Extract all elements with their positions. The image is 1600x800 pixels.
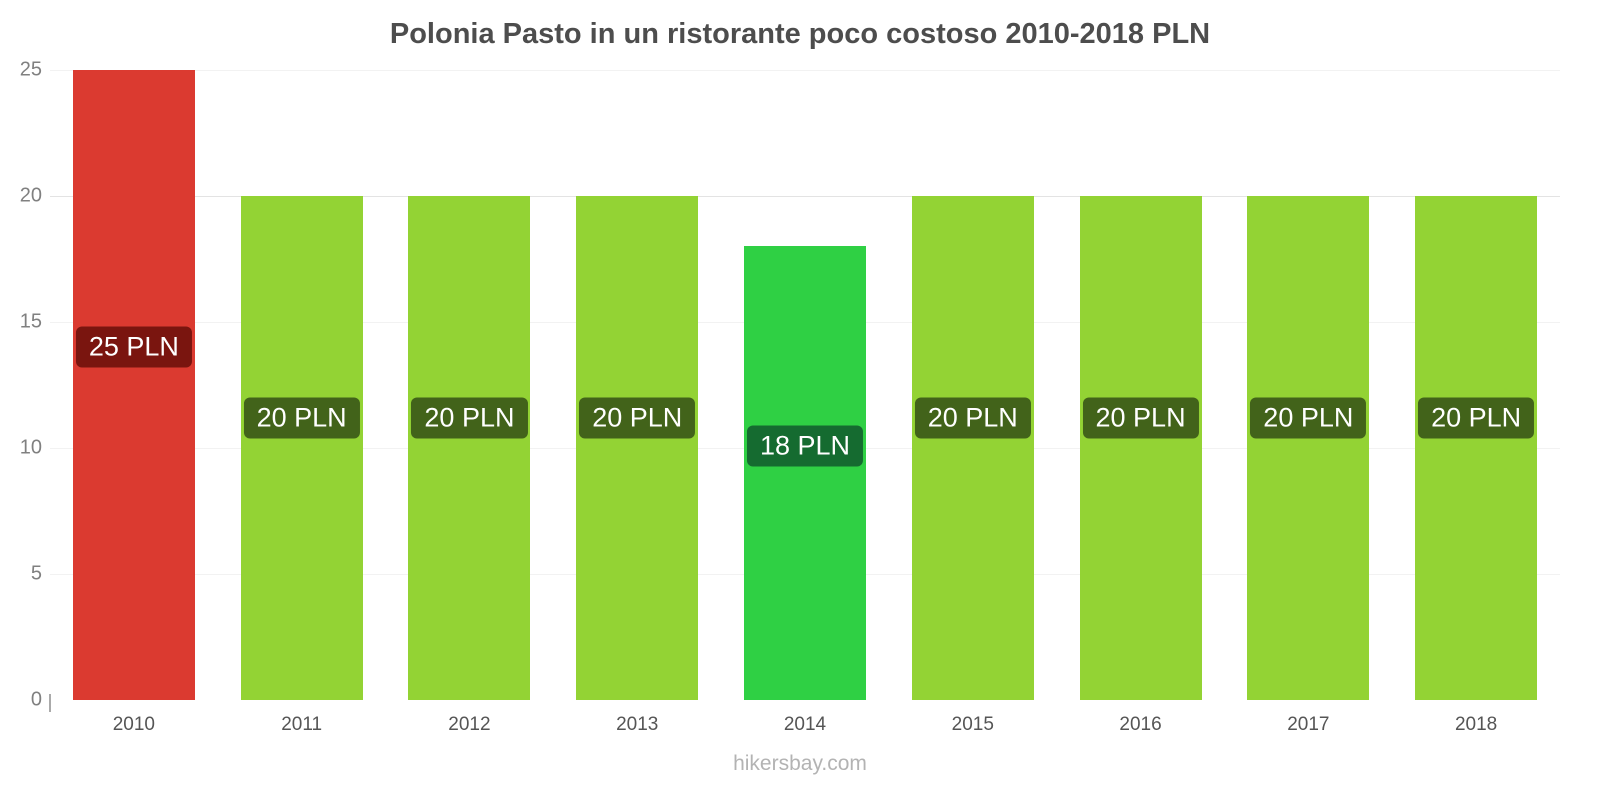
x-tick-label-2011: 2011 xyxy=(281,714,323,735)
bar-2014 xyxy=(744,246,866,700)
y-tick-label-10: 10 xyxy=(19,436,42,459)
bar-value-label-2014: 18 PLN xyxy=(746,425,864,467)
x-tick-label-2018: 2018 xyxy=(1454,714,1498,735)
plot-area: 25 PLN 20 PLN 20 PLN 20 PLN 18 PLN 20 PLN 20 P… xyxy=(50,70,1560,700)
footer-watermark: hikersbay.com xyxy=(733,752,867,775)
gridline-25 xyxy=(50,70,1560,71)
y-tick-label-25: 25 xyxy=(19,58,42,81)
bar-value-label-2012: 20 PLN xyxy=(411,397,528,439)
bar-value-label-2016: 20 PLN xyxy=(1082,397,1199,439)
y-tick-label-5: 5 xyxy=(30,562,42,585)
x-tick-label-2010: 2010 xyxy=(112,714,156,735)
bar-value-label-2010: 25 PLN xyxy=(75,326,192,368)
bar-value-label-2011: 20 PLN xyxy=(243,397,360,439)
x-tick-label-2012: 2012 xyxy=(448,714,491,735)
x-tick-label-2016: 2016 xyxy=(1119,714,1162,735)
bar-2011 xyxy=(240,196,363,700)
bar-2010 xyxy=(72,70,195,700)
bar-2016 xyxy=(1079,196,1202,700)
x-tick-label-2013: 2013 xyxy=(616,714,659,735)
x-tick-label-2014: 2014 xyxy=(783,714,827,735)
bar-2012 xyxy=(408,196,531,700)
y-tick-label-0: 0 xyxy=(30,688,42,711)
y-tick-label-15: 15 xyxy=(19,310,42,333)
bar-2018 xyxy=(1415,196,1538,700)
bar-value-label-2017: 20 PLN xyxy=(1250,397,1367,439)
bar-2015 xyxy=(911,196,1034,700)
bar-value-label-2013: 20 PLN xyxy=(579,397,696,439)
chart-title: Polonia Pasto in un ristorante poco cost… xyxy=(389,18,1211,50)
x-tick-label-2015: 2015 xyxy=(951,714,994,735)
gridline-20 xyxy=(50,196,1560,197)
y-tick-label-20: 20 xyxy=(19,184,42,207)
bar-2013 xyxy=(576,196,699,700)
y-axis-zero-tick xyxy=(49,694,51,712)
bar-2017 xyxy=(1247,196,1370,700)
bar-value-label-2018: 20 PLN xyxy=(1418,397,1535,439)
x-tick-label-2017: 2017 xyxy=(1287,714,1330,735)
bar-value-label-2015: 20 PLN xyxy=(914,397,1031,439)
